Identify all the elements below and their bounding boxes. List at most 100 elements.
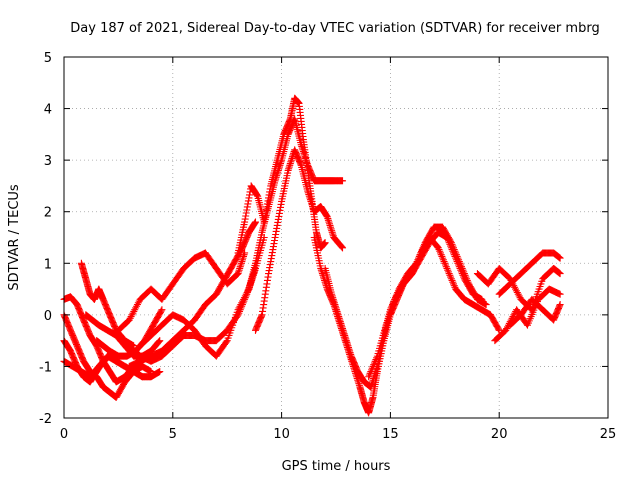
data-point-marker	[437, 251, 445, 259]
y-tick-label: 4	[44, 103, 52, 118]
data-point-marker	[413, 258, 421, 266]
data-point-marker	[411, 263, 419, 271]
data-point-marker	[441, 259, 449, 267]
data-point-marker	[446, 271, 454, 279]
series-arc-12	[234, 94, 329, 257]
data-point-marker	[154, 338, 162, 346]
data-point-marker	[439, 254, 447, 262]
data-point-marker	[453, 252, 461, 260]
data-point-marker	[412, 261, 420, 269]
data-point-marker	[337, 242, 345, 250]
data-point-marker	[451, 247, 459, 255]
data-point-marker	[442, 261, 450, 269]
data-point-marker	[450, 280, 458, 288]
data-point-marker	[459, 266, 467, 274]
data-point-marker	[435, 246, 443, 254]
series-arc-14	[251, 146, 347, 334]
y-tick-label: 2	[44, 206, 52, 221]
data-point-marker	[372, 356, 380, 364]
axis-ticks: 0 5 10 15 20 25 -2 -1 0 1 2 3 4 5	[39, 51, 616, 442]
data-point-marker	[222, 338, 230, 346]
data-point-marker	[454, 254, 462, 262]
x-tick-label: 15	[382, 427, 399, 442]
data-point-marker	[444, 266, 452, 274]
data-point-marker	[452, 251, 460, 259]
data-point-marker	[339, 177, 347, 185]
data-point-marker	[415, 254, 423, 262]
data-point-marker	[251, 218, 259, 226]
x-tick-label: 20	[491, 427, 508, 442]
y-tick-label: -1	[39, 360, 52, 375]
data-point-marker	[158, 306, 166, 314]
y-axis-label: SDTVAR / TECUs	[7, 184, 22, 291]
data-point-marker	[445, 270, 453, 278]
data-point-marker	[447, 237, 455, 245]
chart-title: Day 187 of 2021, Sidereal Day-to-day VTE…	[70, 21, 599, 36]
data-point-marker	[455, 258, 463, 266]
data-point-marker	[556, 270, 564, 278]
data-point-marker	[408, 270, 416, 278]
series-arc-8	[114, 249, 249, 334]
data-point-marker	[370, 361, 378, 369]
data-point-marker	[416, 251, 424, 259]
plot-frame	[63, 56, 609, 419]
data-point-marker	[457, 261, 465, 269]
data-point-marker	[373, 354, 381, 362]
data-point-marker	[447, 275, 455, 283]
y-tick-label: 0	[44, 309, 52, 324]
data-point-marker	[440, 258, 448, 266]
y-tick-label: -2	[39, 412, 52, 427]
data-point-marker	[463, 276, 471, 284]
data-point-marker	[367, 368, 375, 376]
data-point-marker	[434, 244, 442, 252]
data-point-marker	[495, 326, 503, 334]
data-point-marker	[482, 301, 490, 309]
data-point-marker	[415, 252, 423, 260]
data-point-marker	[439, 256, 447, 264]
data-point-marker	[460, 268, 468, 276]
x-axis-label: GPS time / hours	[282, 459, 391, 474]
data-point-marker	[409, 268, 417, 276]
series-arc-21	[506, 295, 564, 329]
data-point-marker	[339, 244, 347, 252]
data-point-marker	[371, 357, 379, 365]
data-point-marker	[447, 239, 455, 247]
series-arc-19	[495, 249, 564, 298]
data-point-marker	[156, 337, 164, 345]
series-arc-17	[365, 234, 503, 381]
data-point-marker	[438, 252, 446, 260]
data-point-marker	[370, 359, 378, 367]
series-arc-13	[245, 115, 347, 293]
data-point-marker	[556, 254, 564, 262]
data-point-marker	[365, 373, 373, 381]
data-point-marker	[464, 278, 472, 286]
data-point-marker	[449, 242, 457, 250]
data-point-marker	[556, 290, 564, 298]
y-tick-label: 3	[44, 154, 52, 169]
data-point-marker	[155, 338, 163, 346]
data-point-marker	[321, 239, 329, 247]
x-tick-label: 0	[60, 427, 68, 442]
data-point-marker	[369, 362, 377, 370]
data-point-marker	[458, 264, 466, 272]
data-point-marker	[413, 259, 421, 267]
y-tick-label: 1	[44, 257, 52, 272]
data-point-marker	[366, 369, 374, 377]
data-point-marker	[365, 371, 373, 379]
data-point-marker	[368, 366, 376, 374]
data-point-marker	[460, 270, 468, 278]
series-arc-16	[321, 223, 490, 391]
data-point-marker	[455, 256, 463, 264]
data-point-marker	[450, 244, 458, 252]
data-points	[60, 94, 564, 417]
data-point-marker	[448, 276, 456, 284]
x-tick-label: 10	[273, 427, 290, 442]
data-point-marker	[244, 287, 252, 295]
data-point-marker	[461, 271, 469, 279]
data-point-marker	[156, 368, 164, 376]
data-point-marker	[450, 282, 458, 290]
data-point-marker	[457, 263, 465, 271]
data-point-marker	[450, 246, 458, 254]
data-point-marker	[368, 364, 376, 372]
